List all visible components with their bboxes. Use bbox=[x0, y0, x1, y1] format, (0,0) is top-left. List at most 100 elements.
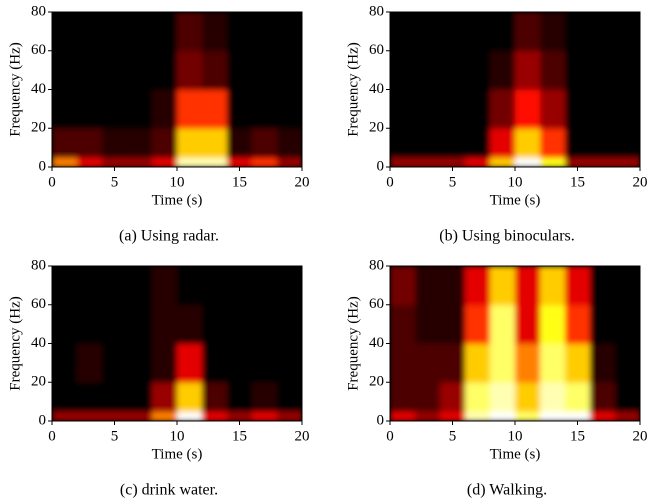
heatmap-cell bbox=[615, 89, 640, 129]
heatmap-cell bbox=[590, 50, 616, 90]
y-tick-label: 60 bbox=[31, 42, 46, 58]
heatmap-cell bbox=[415, 382, 441, 412]
heatmap-cell bbox=[465, 89, 491, 129]
heatmap-cell bbox=[515, 343, 541, 383]
heatmap-cell bbox=[490, 157, 516, 167]
x-tick-label: 0 bbox=[48, 174, 56, 190]
heatmap-cell bbox=[227, 157, 253, 167]
heatmap-cell bbox=[390, 382, 416, 412]
heatmap-cell bbox=[252, 304, 278, 344]
heatmap-cell bbox=[565, 128, 591, 158]
heatmap-cell bbox=[77, 157, 103, 167]
heatmap-cell bbox=[102, 157, 128, 167]
y-tick-label: 60 bbox=[369, 296, 384, 312]
y-tick-label: 40 bbox=[369, 335, 384, 351]
heatmap-cell bbox=[77, 343, 103, 383]
heatmap-cell bbox=[465, 382, 491, 412]
heatmap-cell bbox=[127, 12, 153, 52]
heatmap-cell bbox=[565, 89, 591, 129]
y-axis-label: Frequency (Hz) bbox=[7, 42, 23, 137]
y-axis-label: Frequency (Hz) bbox=[345, 296, 361, 391]
heatmap-cell bbox=[277, 411, 302, 421]
heatmap-cell bbox=[102, 89, 128, 129]
heatmap-cell bbox=[202, 304, 228, 344]
x-tick-label: 20 bbox=[295, 174, 310, 190]
heatmap-cell bbox=[440, 157, 466, 167]
heatmap-cell bbox=[202, 343, 228, 383]
heatmap-cell bbox=[590, 157, 616, 167]
heatmap-cell bbox=[77, 89, 103, 129]
heatmap-cell bbox=[415, 304, 441, 344]
heatmap-cell bbox=[390, 157, 416, 167]
heatmap-cell bbox=[252, 343, 278, 383]
heatmap-cell bbox=[440, 266, 466, 306]
panel: 0 5 10 15 20 0 20 40 60 80 Time (s) Frequency (Hz) (… bbox=[345, 3, 647, 244]
x-axis-label: Time (s) bbox=[152, 446, 203, 462]
heatmap-cell bbox=[565, 157, 591, 167]
heatmap-cell bbox=[202, 12, 228, 52]
heatmap-cell bbox=[277, 304, 302, 344]
heatmap-cell bbox=[202, 266, 228, 306]
heatmap-cell bbox=[465, 157, 491, 167]
heatmap-cell bbox=[252, 382, 278, 412]
heatmap-cell bbox=[515, 382, 541, 412]
heatmap-cell bbox=[252, 50, 278, 90]
heatmap-cell bbox=[277, 343, 302, 383]
heatmap-cell bbox=[565, 304, 591, 344]
heatmap-cell bbox=[252, 266, 278, 306]
heatmap-cell bbox=[390, 128, 416, 158]
heatmap-cell bbox=[227, 12, 253, 52]
heatmap-cell bbox=[415, 89, 441, 129]
heatmap-cell bbox=[152, 304, 178, 344]
heatmap-cell bbox=[465, 304, 491, 344]
heatmap-cell bbox=[415, 157, 441, 167]
x-tick-label: 15 bbox=[232, 174, 247, 190]
heatmap-cell bbox=[252, 89, 278, 129]
heatmap-blur bbox=[52, 266, 302, 421]
x-tick-label: 5 bbox=[449, 428, 457, 444]
heatmap-cell bbox=[177, 266, 203, 306]
heatmap-cell bbox=[52, 382, 78, 412]
heatmap-cells bbox=[390, 12, 640, 167]
heatmap-cell bbox=[440, 128, 466, 158]
heatmap-cell bbox=[590, 89, 616, 129]
heatmap-cell bbox=[177, 411, 203, 421]
heatmap-cell bbox=[102, 266, 128, 306]
heatmap-cell bbox=[590, 12, 616, 52]
heatmap-cell bbox=[127, 128, 153, 158]
heatmap-cell bbox=[565, 50, 591, 90]
heatmap-cell bbox=[440, 50, 466, 90]
y-tick-label: 80 bbox=[369, 3, 384, 19]
heatmap-cell bbox=[615, 382, 640, 412]
heatmap-cell bbox=[515, 411, 541, 421]
y-axis-label: Frequency (Hz) bbox=[7, 296, 23, 391]
heatmap-cell bbox=[515, 12, 541, 52]
heatmap-cell bbox=[177, 12, 203, 52]
heatmap-cell bbox=[252, 411, 278, 421]
x-tick-label: 20 bbox=[633, 428, 647, 444]
heatmap-cell bbox=[465, 128, 491, 158]
heatmap-cell bbox=[77, 304, 103, 344]
y-tick-label: 20 bbox=[31, 374, 46, 390]
heatmap-cell bbox=[52, 128, 78, 158]
heatmap-cell bbox=[177, 50, 203, 90]
heatmap-cell bbox=[177, 382, 203, 412]
heatmap-cell bbox=[152, 266, 178, 306]
heatmap-cell bbox=[540, 343, 566, 383]
heatmap-cell bbox=[52, 12, 78, 52]
y-tick-label: 60 bbox=[369, 42, 384, 58]
x-tick-label: 20 bbox=[295, 428, 310, 444]
heatmap-blur bbox=[52, 12, 302, 167]
heatmap-cell bbox=[490, 12, 516, 52]
y-tick-label: 80 bbox=[369, 257, 384, 273]
y-tick-label: 40 bbox=[31, 335, 46, 351]
x-tick-label: 0 bbox=[386, 428, 394, 444]
heatmap-cell bbox=[540, 50, 566, 90]
y-tick-label: 40 bbox=[31, 81, 46, 97]
heatmap-cell bbox=[565, 266, 591, 306]
heatmap-cell bbox=[252, 157, 278, 167]
heatmap-cell bbox=[52, 89, 78, 129]
heatmap-cell bbox=[52, 343, 78, 383]
heatmap-cell bbox=[102, 382, 128, 412]
heatmap-cell bbox=[77, 411, 103, 421]
